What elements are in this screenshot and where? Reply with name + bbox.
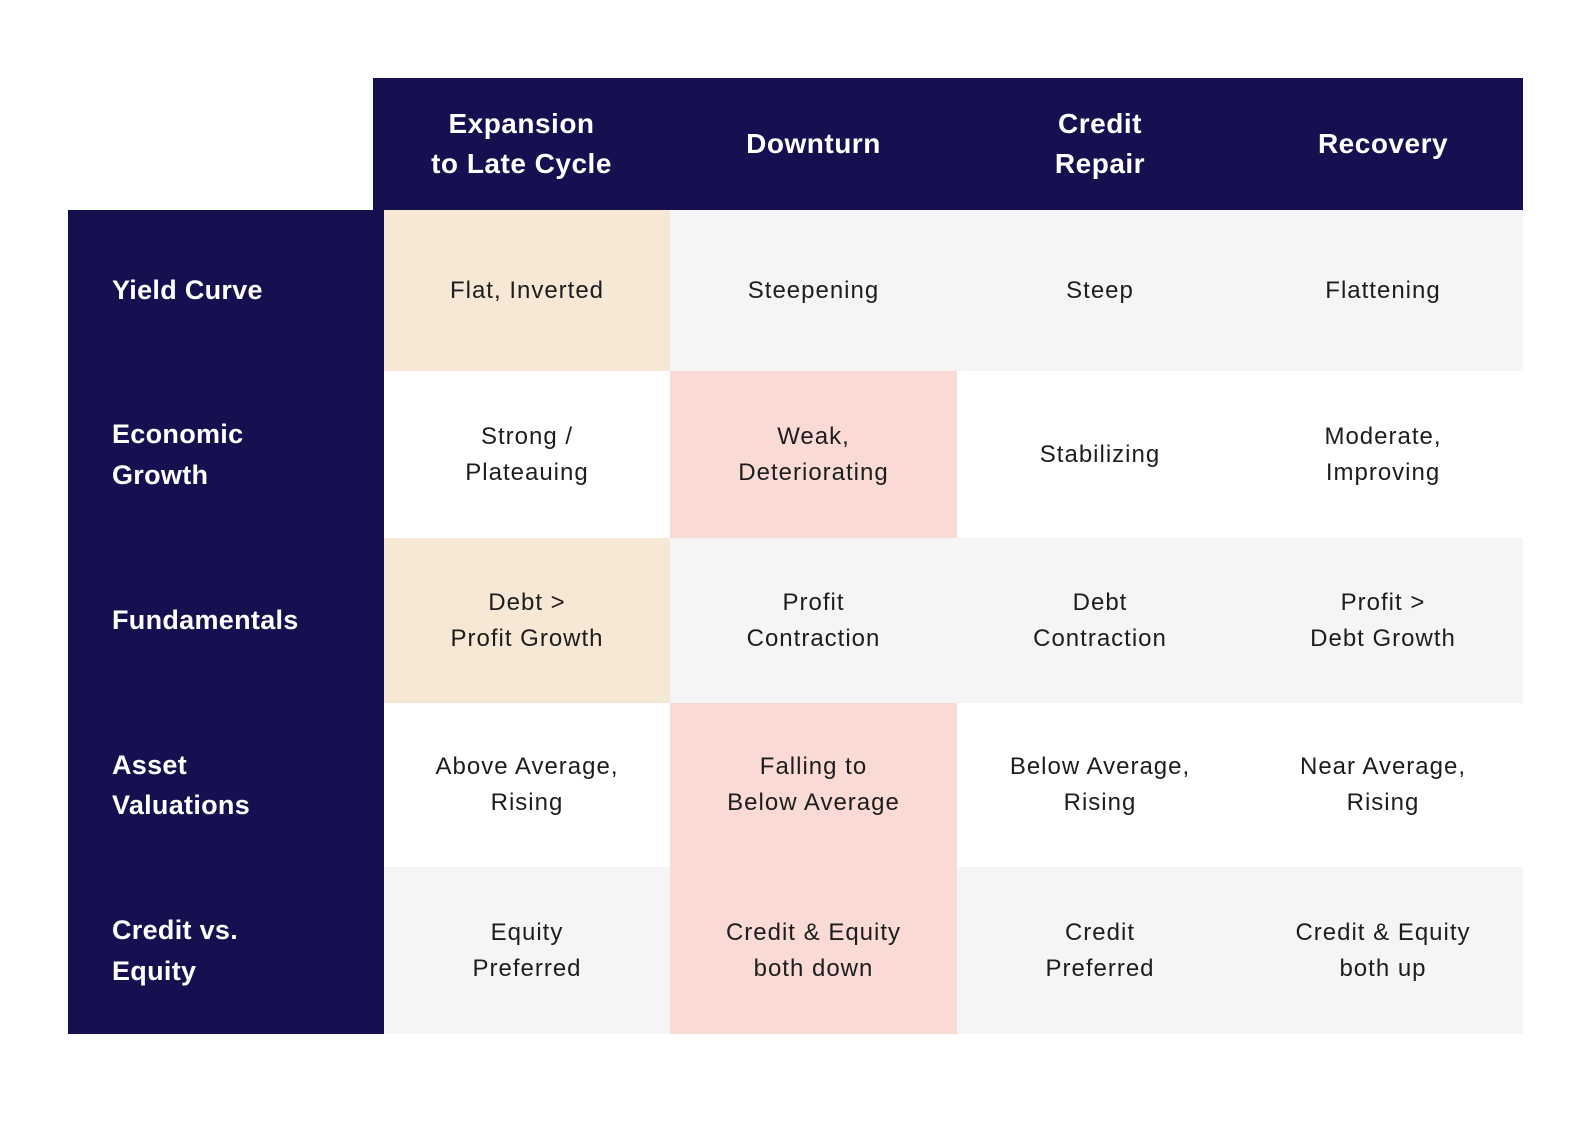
cell-yield-curve-downturn: Steepening bbox=[670, 210, 957, 371]
cell-asset-valuations-downturn: Falling to Below Average bbox=[670, 703, 957, 867]
row-header-yield-curve: Yield Curve bbox=[112, 275, 263, 306]
cell-yield-curve-credit-repair: Steep bbox=[957, 210, 1243, 371]
column-header-recovery: Recovery bbox=[1317, 128, 1449, 160]
cell-credit-vs-equity-credit-repair: Credit Preferred bbox=[957, 867, 1243, 1034]
cell-fundamentals-expansion: Debt > Profit Growth bbox=[384, 538, 670, 703]
table-body: Flat, Inverted Steepening Steep Flatteni… bbox=[384, 210, 1523, 1034]
column-header-downturn: Downturn bbox=[746, 128, 881, 160]
cell-yield-curve-recovery: Flattening bbox=[1243, 210, 1523, 371]
row-header-credit-vs-equity: Credit vs. Equity bbox=[112, 915, 239, 986]
cell-economic-growth-recovery: Moderate, Improving bbox=[1243, 371, 1523, 538]
cell-economic-growth-downturn: Weak, Deteriorating bbox=[670, 371, 957, 538]
cell-asset-valuations-expansion: Above Average, Rising bbox=[384, 703, 670, 867]
row-header-asset-valuations: Asset Valuations bbox=[112, 749, 251, 821]
cell-fundamentals-recovery: Profit > Debt Growth bbox=[1243, 538, 1523, 703]
cell-credit-vs-equity-recovery: Credit & Equity both up bbox=[1243, 867, 1523, 1034]
cell-asset-valuations-recovery: Near Average, Rising bbox=[1243, 703, 1523, 867]
row-header-economic-growth: Economic Growth bbox=[112, 419, 244, 490]
cell-credit-vs-equity-downturn: Credit & Equity both down bbox=[670, 867, 957, 1034]
column-header-credit-repair: Credit Repair bbox=[1054, 108, 1146, 179]
cell-asset-valuations-credit-repair: Below Average, Rising bbox=[957, 703, 1243, 867]
cell-economic-growth-expansion: Strong / Plateauing bbox=[384, 371, 670, 538]
cell-credit-vs-equity-expansion: Equity Preferred bbox=[384, 867, 670, 1034]
row-header-column: Yield Curve Economic Growth Fundamentals… bbox=[68, 210, 384, 1034]
column-header-row: Expansion to Late Cycle Downturn Credit … bbox=[373, 78, 1523, 210]
column-header-expansion-to-late-cycle: Expansion to Late Cycle bbox=[431, 108, 612, 179]
cell-yield-curve-expansion: Flat, Inverted bbox=[384, 210, 670, 371]
cell-fundamentals-downturn: Profit Contraction bbox=[670, 538, 957, 703]
cell-fundamentals-credit-repair: Debt Contraction bbox=[957, 538, 1243, 703]
cell-economic-growth-credit-repair: Stabilizing bbox=[957, 371, 1243, 538]
row-header-fundamentals: Fundamentals bbox=[112, 605, 299, 636]
